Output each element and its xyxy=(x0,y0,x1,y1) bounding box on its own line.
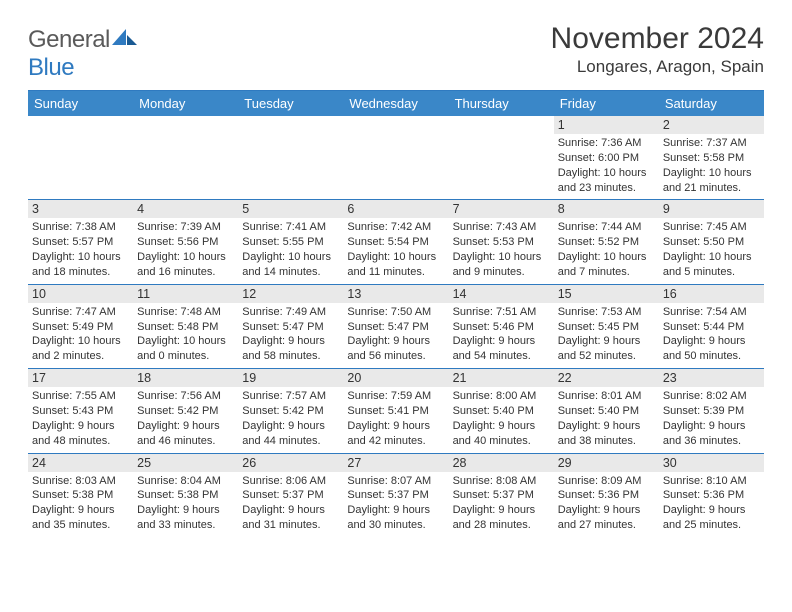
logo-word2: Blue xyxy=(28,54,74,81)
day-info-cell: Sunrise: 7:45 AMSunset: 5:50 PMDaylight:… xyxy=(659,218,764,284)
day-number-cell: 29 xyxy=(554,453,659,472)
day-number-cell: 23 xyxy=(659,369,764,388)
daynum-row: 17181920212223 xyxy=(28,369,764,388)
day-info-cell: Sunrise: 8:02 AMSunset: 5:39 PMDaylight:… xyxy=(659,387,764,453)
daynum-row: 24252627282930 xyxy=(28,453,764,472)
day-info-cell: Sunrise: 7:53 AMSunset: 5:45 PMDaylight:… xyxy=(554,303,659,369)
day-number-cell: 18 xyxy=(133,369,238,388)
logo: GeneralBlue xyxy=(28,22,138,82)
weekday-header: Friday xyxy=(554,91,659,116)
daynum-row: 10111213141516 xyxy=(28,284,764,303)
weekday-header: Tuesday xyxy=(238,91,343,116)
day-number-cell: 17 xyxy=(28,369,133,388)
day-number-cell xyxy=(343,116,448,134)
day-number-cell: 1 xyxy=(554,116,659,134)
logo-sail-icon xyxy=(112,26,138,54)
weekday-header-row: Sunday Monday Tuesday Wednesday Thursday… xyxy=(28,91,764,116)
day-number-cell: 30 xyxy=(659,453,764,472)
day-info-cell xyxy=(28,134,133,200)
day-number-cell: 20 xyxy=(343,369,448,388)
day-info-cell: Sunrise: 7:57 AMSunset: 5:42 PMDaylight:… xyxy=(238,387,343,453)
day-number-cell: 7 xyxy=(449,200,554,219)
day-info-cell: Sunrise: 8:03 AMSunset: 5:38 PMDaylight:… xyxy=(28,472,133,537)
day-number-cell: 10 xyxy=(28,284,133,303)
day-number-cell xyxy=(238,116,343,134)
day-info-cell: Sunrise: 7:39 AMSunset: 5:56 PMDaylight:… xyxy=(133,218,238,284)
info-row: Sunrise: 7:36 AMSunset: 6:00 PMDaylight:… xyxy=(28,134,764,200)
day-info-cell xyxy=(449,134,554,200)
calendar-table: Sunday Monday Tuesday Wednesday Thursday… xyxy=(28,91,764,537)
day-info-cell: Sunrise: 7:36 AMSunset: 6:00 PMDaylight:… xyxy=(554,134,659,200)
info-row: Sunrise: 7:38 AMSunset: 5:57 PMDaylight:… xyxy=(28,218,764,284)
day-info-cell: Sunrise: 7:43 AMSunset: 5:53 PMDaylight:… xyxy=(449,218,554,284)
day-info-cell: Sunrise: 8:06 AMSunset: 5:37 PMDaylight:… xyxy=(238,472,343,537)
day-number-cell: 25 xyxy=(133,453,238,472)
weekday-header: Monday xyxy=(133,91,238,116)
logo-word1: General xyxy=(28,26,110,53)
day-number-cell: 11 xyxy=(133,284,238,303)
daynum-row: 12 xyxy=(28,116,764,134)
day-number-cell: 4 xyxy=(133,200,238,219)
day-number-cell: 15 xyxy=(554,284,659,303)
day-info-cell: Sunrise: 7:38 AMSunset: 5:57 PMDaylight:… xyxy=(28,218,133,284)
weekday-header: Thursday xyxy=(449,91,554,116)
day-info-cell: Sunrise: 7:49 AMSunset: 5:47 PMDaylight:… xyxy=(238,303,343,369)
day-info-cell xyxy=(343,134,448,200)
weekday-header: Sunday xyxy=(28,91,133,116)
day-number-cell: 27 xyxy=(343,453,448,472)
day-info-cell xyxy=(238,134,343,200)
info-row: Sunrise: 7:55 AMSunset: 5:43 PMDaylight:… xyxy=(28,387,764,453)
day-info-cell: Sunrise: 7:51 AMSunset: 5:46 PMDaylight:… xyxy=(449,303,554,369)
day-info-cell: Sunrise: 7:59 AMSunset: 5:41 PMDaylight:… xyxy=(343,387,448,453)
day-number-cell xyxy=(449,116,554,134)
day-info-cell: Sunrise: 7:44 AMSunset: 5:52 PMDaylight:… xyxy=(554,218,659,284)
location: Longares, Aragon, Spain xyxy=(551,57,764,77)
day-info-cell: Sunrise: 7:50 AMSunset: 5:47 PMDaylight:… xyxy=(343,303,448,369)
day-info-cell: Sunrise: 8:08 AMSunset: 5:37 PMDaylight:… xyxy=(449,472,554,537)
month-title: November 2024 xyxy=(551,22,764,55)
day-number-cell: 12 xyxy=(238,284,343,303)
info-row: Sunrise: 7:47 AMSunset: 5:49 PMDaylight:… xyxy=(28,303,764,369)
day-info-cell: Sunrise: 7:48 AMSunset: 5:48 PMDaylight:… xyxy=(133,303,238,369)
header: GeneralBlue November 2024 Longares, Arag… xyxy=(28,22,764,82)
day-number-cell: 13 xyxy=(343,284,448,303)
day-info-cell: Sunrise: 8:01 AMSunset: 5:40 PMDaylight:… xyxy=(554,387,659,453)
day-number-cell: 2 xyxy=(659,116,764,134)
day-number-cell: 16 xyxy=(659,284,764,303)
day-info-cell: Sunrise: 8:07 AMSunset: 5:37 PMDaylight:… xyxy=(343,472,448,537)
day-info-cell: Sunrise: 8:00 AMSunset: 5:40 PMDaylight:… xyxy=(449,387,554,453)
day-number-cell: 5 xyxy=(238,200,343,219)
day-number-cell: 6 xyxy=(343,200,448,219)
day-info-cell: Sunrise: 8:09 AMSunset: 5:36 PMDaylight:… xyxy=(554,472,659,537)
day-info-cell: Sunrise: 7:55 AMSunset: 5:43 PMDaylight:… xyxy=(28,387,133,453)
info-row: Sunrise: 8:03 AMSunset: 5:38 PMDaylight:… xyxy=(28,472,764,537)
day-number-cell: 22 xyxy=(554,369,659,388)
day-info-cell xyxy=(133,134,238,200)
daynum-row: 3456789 xyxy=(28,200,764,219)
logo-text: GeneralBlue xyxy=(28,26,138,82)
day-number-cell: 9 xyxy=(659,200,764,219)
day-number-cell: 21 xyxy=(449,369,554,388)
day-number-cell: 14 xyxy=(449,284,554,303)
day-number-cell: 26 xyxy=(238,453,343,472)
day-info-cell: Sunrise: 7:37 AMSunset: 5:58 PMDaylight:… xyxy=(659,134,764,200)
day-number-cell: 3 xyxy=(28,200,133,219)
day-number-cell xyxy=(133,116,238,134)
day-info-cell: Sunrise: 7:54 AMSunset: 5:44 PMDaylight:… xyxy=(659,303,764,369)
calendar-page: GeneralBlue November 2024 Longares, Arag… xyxy=(0,0,792,555)
day-number-cell xyxy=(28,116,133,134)
day-info-cell: Sunrise: 7:56 AMSunset: 5:42 PMDaylight:… xyxy=(133,387,238,453)
day-number-cell: 8 xyxy=(554,200,659,219)
weekday-header: Wednesday xyxy=(343,91,448,116)
day-number-cell: 24 xyxy=(28,453,133,472)
day-number-cell: 28 xyxy=(449,453,554,472)
day-info-cell: Sunrise: 8:10 AMSunset: 5:36 PMDaylight:… xyxy=(659,472,764,537)
title-block: November 2024 Longares, Aragon, Spain xyxy=(551,22,764,77)
day-info-cell: Sunrise: 7:41 AMSunset: 5:55 PMDaylight:… xyxy=(238,218,343,284)
day-info-cell: Sunrise: 7:47 AMSunset: 5:49 PMDaylight:… xyxy=(28,303,133,369)
day-number-cell: 19 xyxy=(238,369,343,388)
day-info-cell: Sunrise: 8:04 AMSunset: 5:38 PMDaylight:… xyxy=(133,472,238,537)
weekday-header: Saturday xyxy=(659,91,764,116)
day-info-cell: Sunrise: 7:42 AMSunset: 5:54 PMDaylight:… xyxy=(343,218,448,284)
